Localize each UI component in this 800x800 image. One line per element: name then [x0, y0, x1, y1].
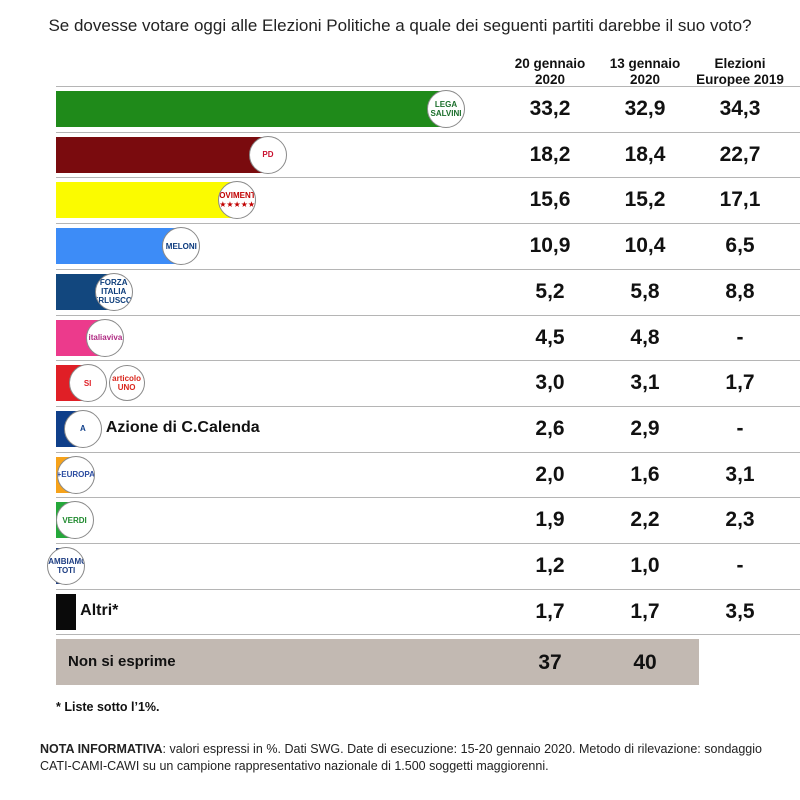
party-label: Azione di C.Calenda — [105, 418, 260, 436]
nota-informativa: NOTA INFORMATIVA: valori espressi in %. … — [40, 741, 762, 775]
value-europee-2019: - — [736, 416, 744, 440]
row-separator — [56, 360, 800, 362]
forza-italia-berlusconi-logo: FORZA ITALIABERLUSCONI — [94, 272, 133, 311]
value-europee-2019: 1,7 — [725, 371, 755, 395]
value-20-gennaio: 18,2 — [529, 142, 571, 166]
nota-title: NOTA INFORMATIVA — [40, 742, 163, 756]
piu-europa-logo: +EUROPA — [56, 455, 95, 494]
value-13-gennaio: 10,4 — [624, 234, 666, 258]
bar-12 — [56, 593, 77, 630]
row-separator — [56, 268, 800, 270]
value-13-gennaio: 1,7 — [630, 599, 660, 623]
row-separator — [56, 451, 800, 453]
movimento-5-stelle-logo: MOVIMENTO★★★★★ — [218, 181, 257, 220]
verdi-logo: VERDI — [55, 501, 94, 540]
row-separator — [56, 634, 800, 636]
value-europee-2019: 22,7 — [719, 142, 761, 166]
value-20-gennaio: 10,9 — [529, 234, 571, 258]
row-separator — [56, 223, 800, 225]
non-si-esprime-value-13-gennaio: 40 — [633, 651, 657, 674]
value-europee-2019: 34,3 — [719, 97, 761, 120]
pd-logo: PD — [248, 135, 287, 174]
value-20-gennaio: 5,2 — [535, 279, 565, 303]
value-13-gennaio: 15,2 — [624, 188, 666, 212]
row-separator — [56, 543, 800, 544]
value-europee-2019: - — [736, 554, 744, 577]
bar-1 — [56, 91, 450, 127]
party-label: Altri* — [80, 601, 119, 619]
value-13-gennaio: 3,1 — [630, 371, 660, 395]
value-13-gennaio: 1,0 — [630, 554, 660, 577]
value-13-gennaio: 1,6 — [630, 462, 660, 486]
value-europee-2019: 3,1 — [725, 462, 755, 486]
value-20-gennaio: 15,6 — [529, 188, 571, 212]
value-europee-2019: 17,1 — [719, 188, 761, 212]
bar-3 — [56, 182, 242, 219]
sinistra-italiana-logo: SI — [68, 364, 107, 403]
row-separator — [56, 405, 800, 407]
value-20-gennaio: 33,2 — [529, 97, 571, 120]
row-separator — [56, 177, 800, 179]
column-header-20-gennaio: 20 gennaio 2020 — [514, 56, 586, 87]
value-20-gennaio: 2,0 — [535, 462, 565, 486]
row-separator — [56, 86, 800, 87]
value-13-gennaio: 4,8 — [630, 325, 660, 349]
value-europee-2019: 3,5 — [725, 599, 755, 623]
row-separator — [56, 131, 800, 133]
row-separator — [56, 497, 800, 499]
value-20-gennaio: 1,7 — [535, 599, 565, 623]
italia-viva-logo: italiaviva — [86, 318, 125, 357]
column-header-13-gennaio: 13 gennaio 2020 — [609, 56, 681, 87]
value-20-gennaio: 4,5 — [535, 325, 565, 349]
fratelli-italia-meloni-logo: MELONI — [162, 227, 201, 266]
value-13-gennaio: 18,4 — [624, 142, 666, 166]
non-si-esprime-band — [56, 639, 699, 685]
lega-salvini-logo: LEGA SALVINI — [427, 90, 465, 128]
value-europee-2019: - — [736, 325, 744, 349]
bar-2 — [56, 136, 272, 173]
value-europee-2019: 8,8 — [725, 279, 755, 303]
non-si-esprime-label: Non si esprime — [68, 653, 176, 670]
value-europee-2019: 2,3 — [725, 508, 755, 532]
azione-logo: A — [63, 409, 102, 448]
row-separator — [56, 588, 800, 590]
row-separator — [56, 314, 800, 316]
non-si-esprime-value-20-gennaio: 37 — [538, 651, 562, 674]
value-20-gennaio: 1,2 — [535, 554, 565, 577]
value-20-gennaio: 3,0 — [535, 371, 565, 395]
value-13-gennaio: 2,9 — [630, 416, 660, 440]
chart-title: Se dovesse votare oggi alle Elezioni Pol… — [48, 16, 752, 35]
value-13-gennaio: 32,9 — [624, 97, 666, 120]
articolo-uno-logo: articolo UNO — [108, 365, 145, 402]
footnote: * Liste sotto l’1%. — [56, 700, 160, 714]
cambiamo-toti-logo: CAMBIAMO!TOTI — [47, 547, 86, 585]
column-header-europee-2019: Elezioni Europee 2019 — [696, 56, 784, 87]
value-20-gennaio: 2,6 — [535, 416, 565, 440]
value-europee-2019: 6,5 — [725, 234, 755, 258]
value-13-gennaio: 2,2 — [630, 508, 660, 532]
nota-text: : valori espressi in %. Dati SWG. Date d… — [40, 742, 762, 773]
value-13-gennaio: 5,8 — [630, 279, 660, 303]
value-20-gennaio: 1,9 — [535, 508, 565, 532]
